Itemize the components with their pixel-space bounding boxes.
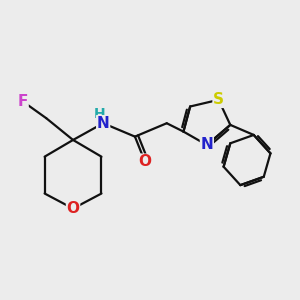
Text: F: F xyxy=(18,94,28,109)
Text: H: H xyxy=(94,107,106,121)
Text: O: O xyxy=(67,201,80,216)
Text: S: S xyxy=(213,92,224,107)
Text: N: N xyxy=(200,137,213,152)
Text: N: N xyxy=(97,116,110,131)
Text: O: O xyxy=(139,154,152,169)
